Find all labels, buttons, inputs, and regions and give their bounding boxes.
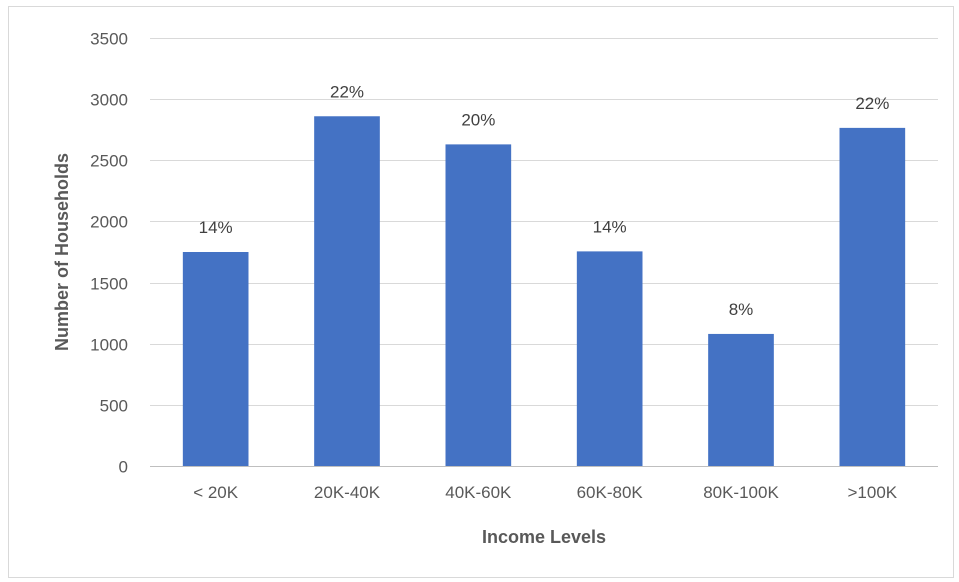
data-label: 14%	[199, 218, 233, 237]
x-tick-label: >100K	[848, 483, 898, 502]
bar	[314, 116, 380, 467]
data-label: 22%	[855, 94, 889, 113]
bar	[839, 127, 906, 466]
data-label: 14%	[593, 217, 627, 236]
data-label: 8%	[729, 300, 754, 319]
bar	[708, 333, 774, 466]
bar	[445, 144, 512, 467]
y-tick-label: 3500	[90, 30, 128, 49]
y-tick-label: 500	[100, 397, 128, 416]
x-tick-label: < 20K	[193, 483, 239, 502]
data-label: 22%	[330, 82, 364, 101]
y-axis-ticks: 0 500 1000 1500 2000 2500 3000 3500	[90, 30, 128, 477]
bar	[182, 252, 249, 466]
y-tick-label: 1000	[90, 336, 128, 355]
x-tick-label: 80K-100K	[703, 483, 779, 502]
gridlines	[150, 38, 938, 467]
data-label: 20%	[461, 110, 495, 129]
y-tick-label: 3000	[90, 91, 128, 110]
x-tick-label: 40K-60K	[445, 483, 512, 502]
x-tick-label: 20K-40K	[314, 483, 381, 502]
data-labels: 14% 22% 20% 14% 8% 22%	[199, 82, 890, 319]
x-axis-ticks: < 20K 20K-40K 40K-60K 60K-80K 80K-100K >100K	[193, 483, 898, 502]
bars	[182, 116, 906, 467]
y-axis-title: Number of Households	[52, 153, 72, 351]
bar	[576, 251, 643, 466]
y-tick-label: 2500	[90, 152, 128, 171]
y-tick-label: 0	[119, 458, 128, 477]
x-tick-label: 60K-80K	[577, 483, 644, 502]
y-tick-label: 1500	[90, 275, 128, 294]
x-axis-title: Income Levels	[482, 527, 606, 547]
y-tick-label: 2000	[90, 213, 128, 232]
